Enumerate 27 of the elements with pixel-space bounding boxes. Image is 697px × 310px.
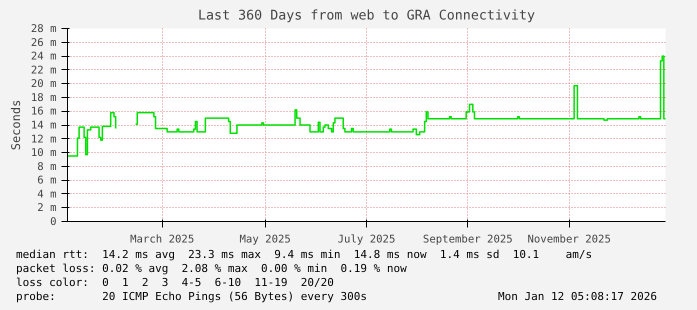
x-tick-label: November 2025 — [527, 232, 611, 246]
y-tick-label: 18 m — [30, 90, 57, 104]
y-tick-label: 2 m — [37, 201, 57, 214]
text: median rtt: 14.2 ms avg 23.3 ms max 9.4 ms min 14.8 ms now 1.4 ms sd 10.1 am/s — [16, 248, 592, 261]
y-tick-label: 8 m — [37, 160, 57, 173]
y-tick-label: 16 m — [30, 104, 57, 118]
y-tick-label: 20 m — [30, 77, 57, 90]
y-tick-label: 4 m — [37, 187, 57, 200]
x-tick-label: May 2025 — [240, 232, 291, 246]
text: packet loss: 0.02 % avg 2.08 % max 0.00 % min 0.19 % now — [16, 262, 407, 275]
y-tick-label: 26 m — [30, 36, 57, 49]
x-tick-label: September 2025 — [422, 232, 513, 246]
y-tick-label: 24 m — [30, 50, 57, 63]
x-tick-label: March 2025 — [130, 232, 194, 246]
text: loss color: 0 1 2 3 4-5 6-10 11-19 20/20 — [16, 276, 334, 289]
y-tick-label: 14 m — [30, 118, 57, 132]
y-tick-label: 10 m — [30, 146, 57, 160]
x-tick-label: July 2025 — [338, 232, 396, 246]
y-tick-label: 12 m — [30, 132, 57, 146]
y-tick-label: 22 m — [30, 63, 57, 76]
y-axis-title: Seconds — [8, 100, 23, 150]
text: probe: 20 ICMP Echo Pings (56 Bytes) every 300s — [16, 290, 367, 304]
y-tick-label: 6 m — [37, 174, 57, 187]
y-tick-label: 28 m — [30, 22, 57, 35]
text: Mon Jan 12 05:08:17 2026 — [498, 290, 657, 304]
chart-title: Last 360 Days from web to GRA Connectivity — [198, 8, 536, 24]
y-tick-label: 0 — [50, 215, 57, 228]
